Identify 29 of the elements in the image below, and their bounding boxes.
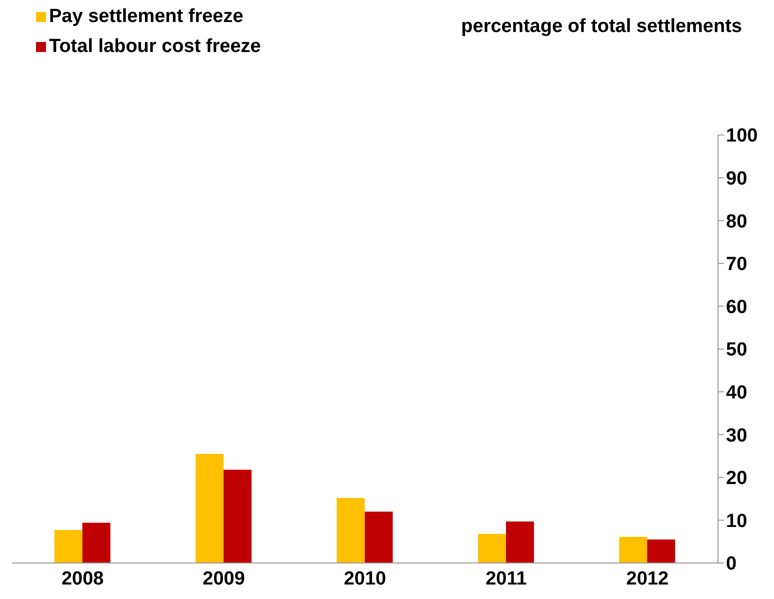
x-tick-label: 2011 [486, 568, 528, 590]
y-tick-label: 60 [726, 296, 748, 318]
y-tick-label: 20 [726, 468, 748, 490]
y-tick-label: 30 [726, 425, 748, 446]
bar [82, 522, 110, 563]
y-tick-label: 70 [726, 254, 748, 276]
bar [196, 454, 224, 563]
x-tick-label: 2008 [61, 568, 104, 590]
y-tick-label: 10 [726, 510, 748, 532]
x-tick-label: 2012 [626, 568, 669, 590]
bar [224, 470, 252, 563]
bar [54, 530, 82, 563]
x-tick-label: 2010 [344, 568, 386, 590]
legend-label: Pay settlement freeze [49, 5, 244, 29]
x-tick-label: 2009 [202, 568, 245, 590]
bar [647, 539, 676, 563]
y-tick-label: 0 [726, 554, 737, 575]
bar [619, 536, 648, 563]
y-axis-title: percentage of total settlements [461, 16, 742, 38]
bar [364, 512, 393, 563]
y-tick-label: 40 [726, 382, 748, 404]
y-tick-label: 80 [726, 211, 748, 232]
y-tick-label: 100 [726, 126, 758, 147]
y-tick-label: 50 [726, 340, 748, 361]
y-tick-label: 90 [726, 168, 748, 190]
legend-label: Total labour cost freeze [49, 35, 261, 59]
bar [506, 521, 534, 563]
bar [336, 498, 365, 563]
bar [478, 534, 506, 563]
